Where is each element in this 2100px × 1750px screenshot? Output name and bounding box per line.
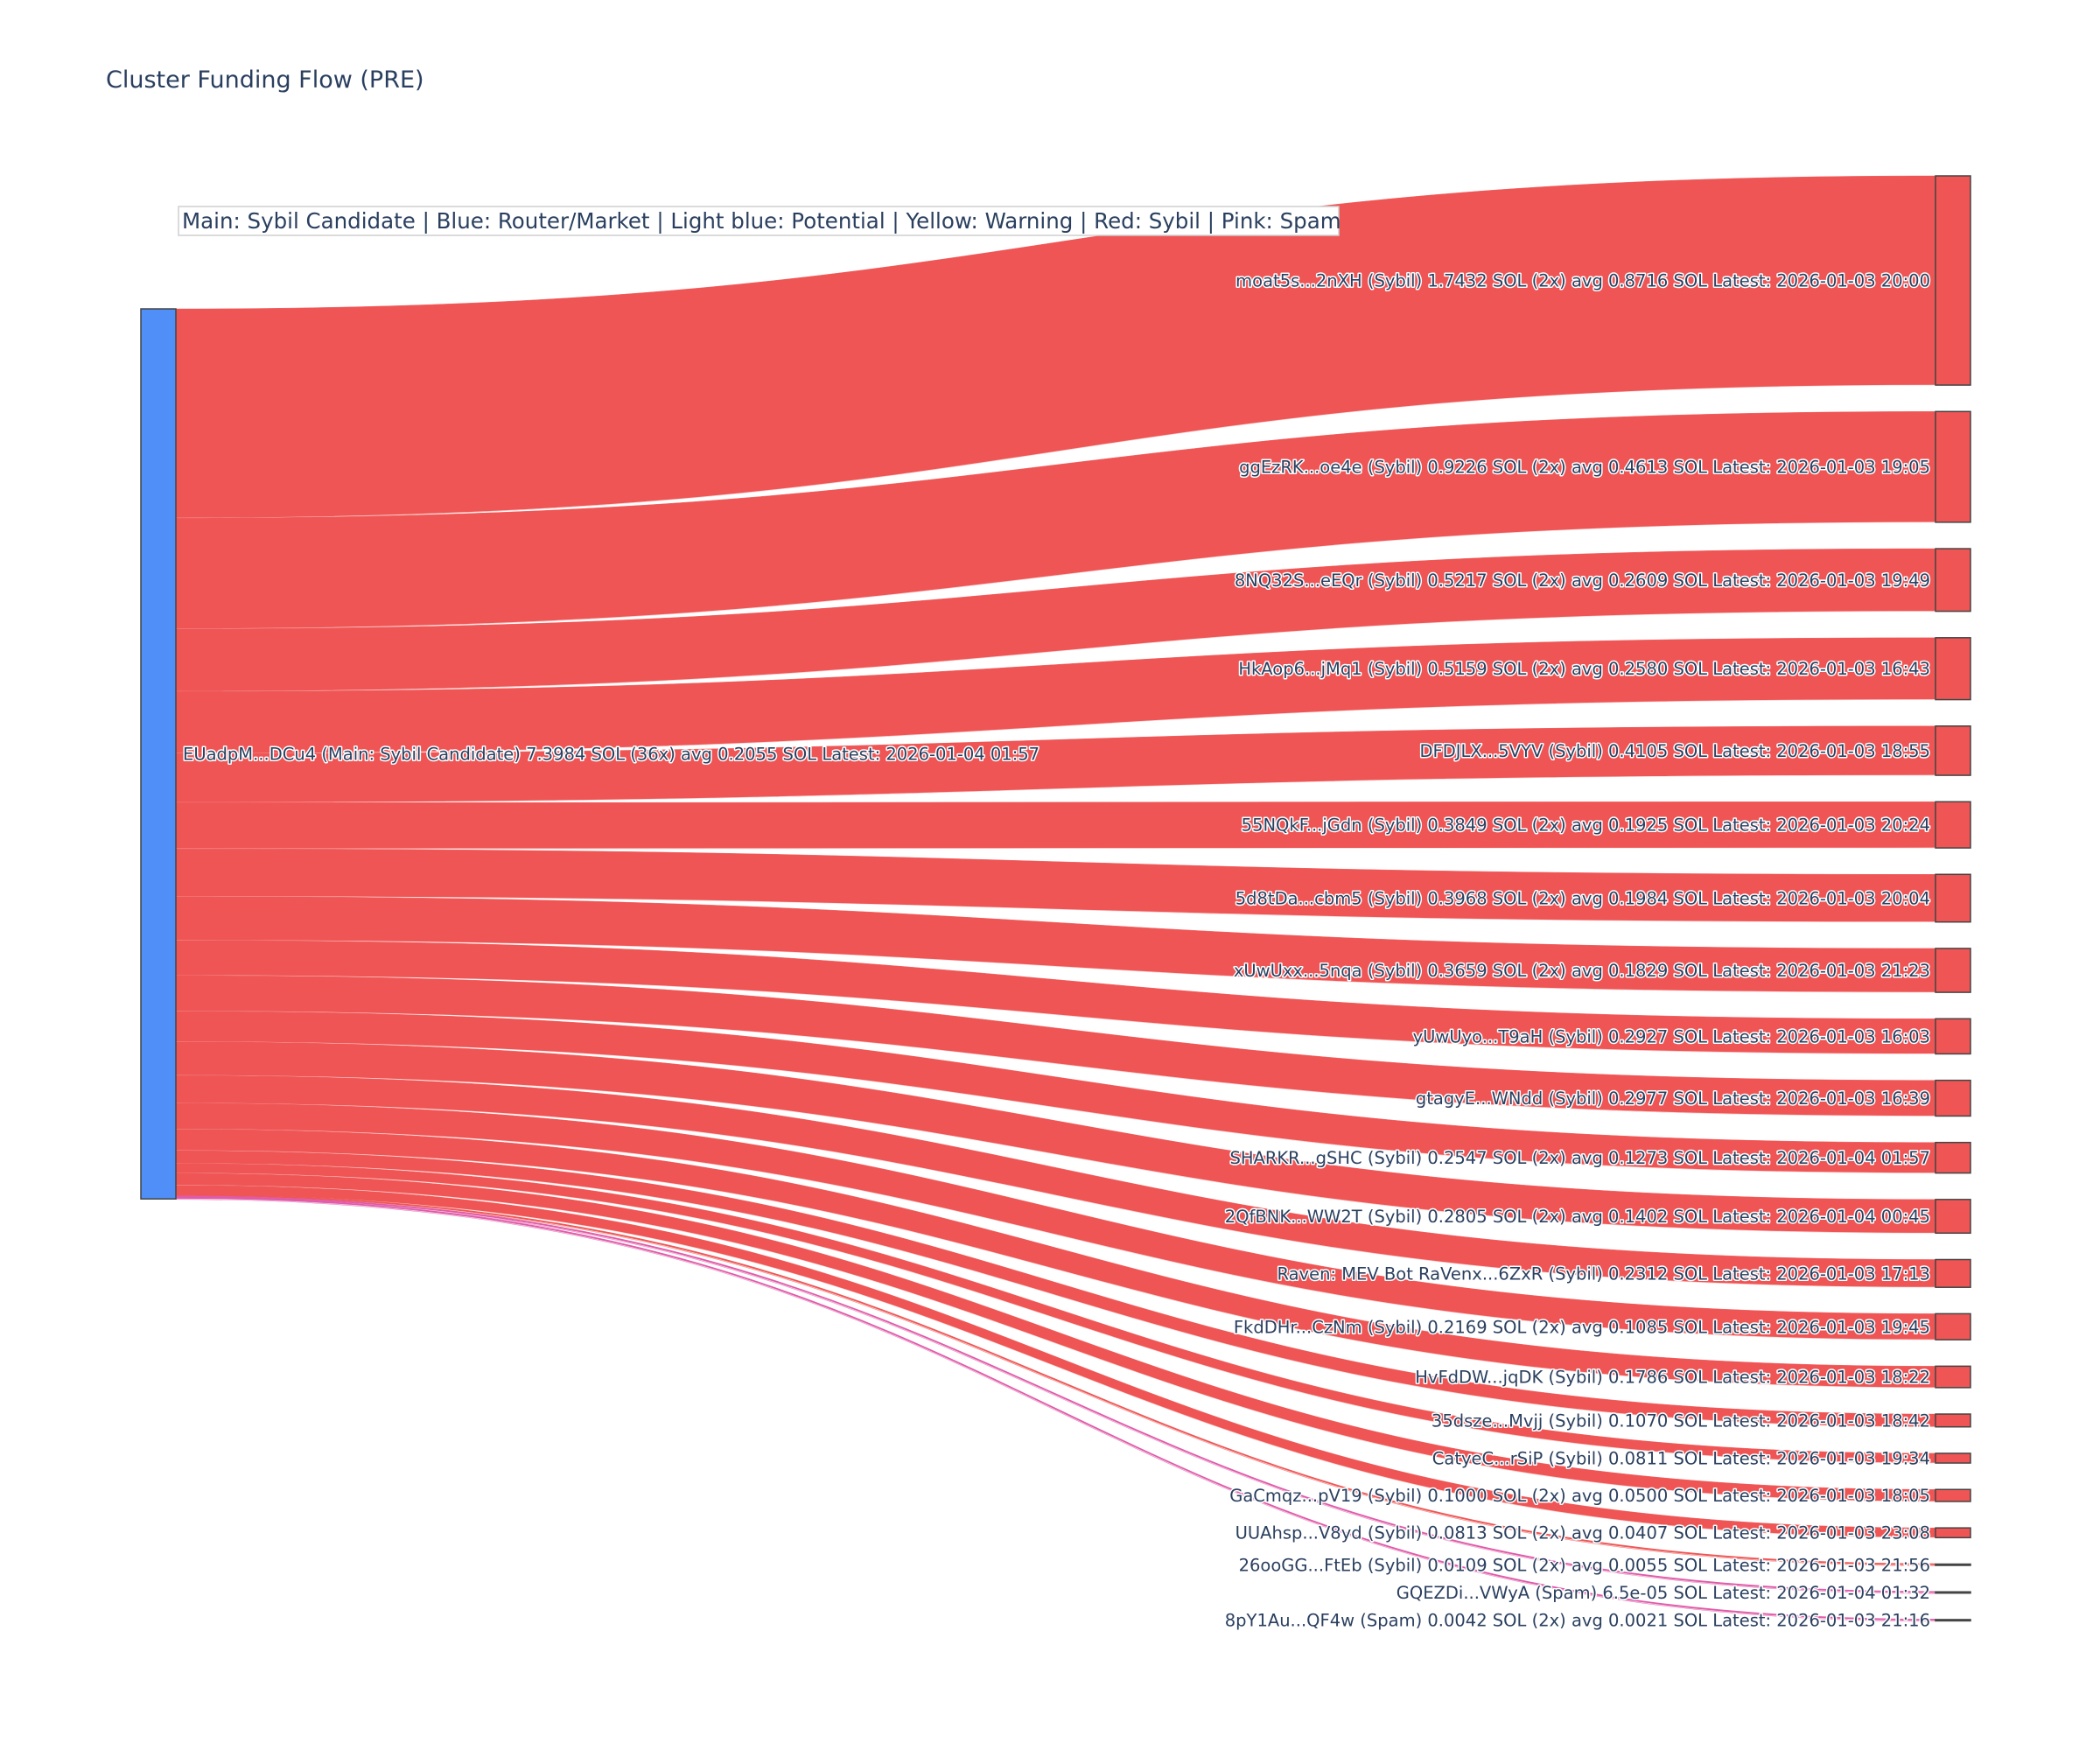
flow-link-separator (175, 847, 1936, 850)
target-node-5[interactable] (1935, 725, 1971, 776)
chart-title: Cluster Funding Flow (PRE) (106, 66, 424, 94)
target-node-label-5: DFDJLX...5VYV (Sybil) 0.4105 SOL Latest:… (1419, 741, 1930, 761)
target-node-6[interactable] (1935, 801, 1971, 849)
target-node-label-21: GQEZDi...VWyA (Spam) 6.5e-05 SOL Latest:… (1396, 1583, 1930, 1603)
target-node-label-6: 55NQkF...jGdn (Sybil) 0.3849 SOL (2x) av… (1242, 816, 1930, 836)
target-node-21[interactable] (1935, 1591, 1971, 1594)
target-node-16[interactable] (1935, 1413, 1971, 1428)
target-node-label-4: HkAop6...jMq1 (Sybil) 0.5159 SOL (2x) av… (1238, 659, 1930, 679)
target-node-13[interactable] (1935, 1258, 1971, 1288)
target-node-19[interactable] (1935, 1527, 1971, 1539)
target-node-7[interactable] (1935, 873, 1971, 923)
target-node-10[interactable] (1935, 1079, 1971, 1117)
flow-link-separator (175, 1102, 1936, 1288)
target-node-12[interactable] (1935, 1199, 1971, 1235)
target-node-label-2: ggEzRK...oe4e (Sybil) 0.9226 SOL (2x) av… (1239, 458, 1930, 478)
target-node-label-17: CatyeC...rSiP (Sybil) 0.0811 SOL Latest:… (1432, 1448, 1930, 1468)
flow-link-separator (175, 384, 1936, 519)
target-node-20[interactable] (1935, 1563, 1971, 1566)
flow-link-separator (175, 1198, 1936, 1621)
target-node-17[interactable] (1935, 1452, 1971, 1464)
sankey-links (175, 175, 1936, 1622)
flow-link-separator (175, 1011, 1936, 1116)
target-node-label-8: xUwUxx...5nqa (Sybil) 0.3659 SOL (2x) av… (1234, 961, 1930, 981)
flow-link-separator (175, 975, 1936, 1054)
target-node-4[interactable] (1935, 637, 1971, 701)
flow-link-separator (175, 1172, 1936, 1464)
flow-link-separator (175, 611, 1936, 692)
target-node-label-22: 8pY1Au...QF4w (Spam) 0.0042 SOL (2x) avg… (1225, 1611, 1930, 1631)
flow-link-separator (175, 1163, 1936, 1428)
target-node-label-18: GaCmqz...pV19 (Sybil) 0.1000 SOL (2x) av… (1229, 1486, 1930, 1506)
target-node-14[interactable] (1935, 1312, 1971, 1340)
target-node-label-7: 5d8tDa...cbm5 (Sybil) 0.3968 SOL (2x) av… (1236, 888, 1930, 908)
target-node-label-20: 26ooGG...FtEb (Sybil) 0.0109 SOL (2x) av… (1239, 1555, 1930, 1575)
sankey-labels: EUadpM...DCu4 (Main: Sybil Candidate) 7.… (182, 270, 1932, 1632)
flow-link-separator (175, 522, 1936, 630)
target-node-label-9: yUwUyo...T9aH (Sybil) 0.2927 SOL Latest:… (1413, 1026, 1930, 1046)
target-node-label-13: Raven: MEV Bot RaVenx...6ZxR (Sybil) 0.2… (1277, 1264, 1930, 1284)
target-node-18[interactable] (1935, 1488, 1971, 1502)
sankey-nodes (140, 175, 1971, 1622)
flow-link-separator (175, 1194, 1936, 1538)
target-node-label-12: 2QfBNK...WW2T (Sybil) 0.2805 SOL (2x) av… (1225, 1207, 1930, 1227)
target-node-label-3: 8NQ32S...eEQr (Sybil) 0.5217 SOL (2x) av… (1235, 570, 1930, 591)
target-node-2[interactable] (1935, 410, 1971, 523)
target-node-label-14: FkdDHr...CzNm (Sybil) 0.2169 SOL (2x) av… (1234, 1317, 1930, 1337)
flow-link-separator (175, 1074, 1936, 1234)
target-node-11[interactable] (1935, 1141, 1971, 1174)
target-node-1[interactable] (1935, 175, 1971, 386)
target-node-3[interactable] (1935, 548, 1971, 612)
target-node-8[interactable] (1935, 948, 1971, 993)
flow-link-separator (175, 940, 1936, 993)
flow-link-separator (175, 774, 1936, 803)
target-node-label-15: HvFdDW...jqDK (Sybil) 0.1786 SOL Latest:… (1415, 1368, 1930, 1388)
flow-link-separator (175, 1197, 1936, 1594)
flow-link-separator (175, 1041, 1936, 1174)
target-node-22[interactable] (1935, 1619, 1971, 1622)
source-node-label: EUadpM...DCu4 (Main: Sybil Candidate) 7.… (183, 745, 1040, 765)
target-node-label-11: SHARKR...gSHC (Sybil) 0.2547 SOL (2x) av… (1229, 1148, 1930, 1168)
flow-link-separator (175, 1129, 1936, 1340)
flow-link-separator (175, 1150, 1936, 1389)
legend-text: Main: Sybil Candidate | Blue: Router/Mar… (182, 208, 1341, 234)
target-node-label-19: UUAhsp...V8yd (Sybil) 0.0813 SOL (2x) av… (1236, 1523, 1930, 1544)
target-node-label-16: 35dsze...Mvjj (Sybil) 0.1070 SOL Latest:… (1432, 1410, 1930, 1431)
flow-link-separator (175, 1195, 1936, 1566)
source-node[interactable] (140, 308, 177, 1200)
target-node-label-1: moat5s...2nXH (Sybil) 1.7432 SOL (2x) av… (1236, 271, 1930, 291)
target-node-15[interactable] (1935, 1365, 1971, 1389)
target-node-9[interactable] (1935, 1018, 1971, 1055)
flow-link-separator (175, 896, 1936, 923)
legend-box (178, 206, 1340, 236)
flow-link-separator (175, 699, 1936, 754)
legend-annotation: Main: Sybil Candidate | Blue: Router/Mar… (178, 206, 1341, 236)
flow-link-separator (175, 1185, 1936, 1502)
target-node-label-10: gtagyE...WNdd (Sybil) 0.2977 SOL Latest:… (1416, 1088, 1930, 1109)
